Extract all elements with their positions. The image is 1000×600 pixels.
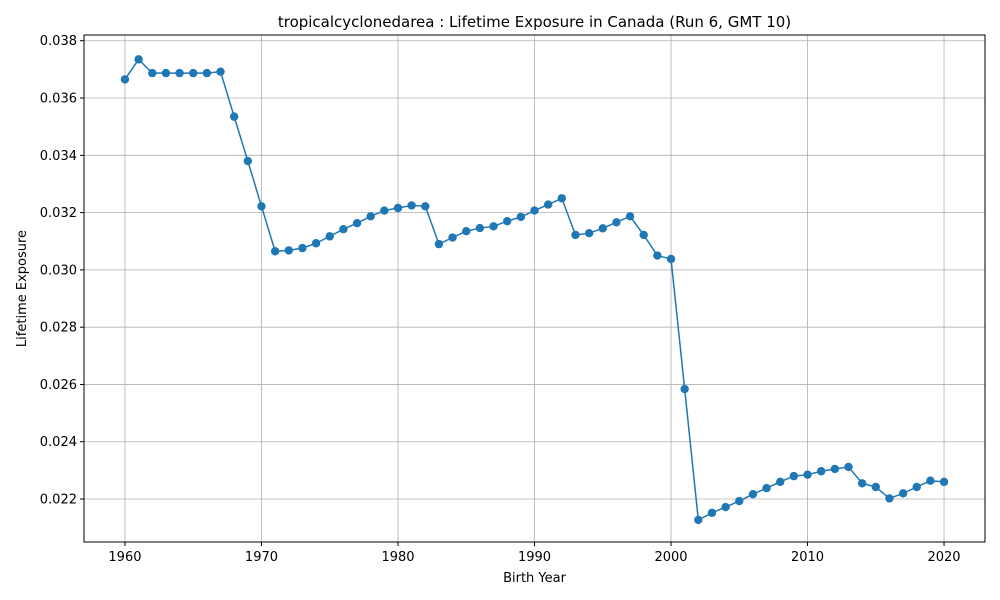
- data-point: [857, 479, 867, 488]
- data-point: [325, 232, 334, 241]
- data-point: [161, 68, 171, 78]
- data-point: [653, 251, 662, 260]
- data-point: [202, 68, 212, 78]
- grid-lines: [84, 35, 985, 542]
- x-tick-label: 1960: [108, 550, 141, 565]
- data-point: [898, 489, 908, 498]
- data-point: [680, 384, 689, 394]
- data-point: [120, 75, 130, 84]
- data-point: [448, 233, 457, 242]
- x-axis-label: Birth Year: [503, 571, 567, 586]
- x-tick-label: 2020: [927, 550, 960, 565]
- y-tick-label: 0.034: [40, 149, 77, 164]
- data-point: [257, 202, 266, 211]
- data-point: [830, 464, 840, 474]
- y-tick-label: 0.022: [40, 493, 77, 508]
- y-tick-label: 0.030: [40, 263, 77, 278]
- plot-frame: [83, 34, 986, 543]
- data-point: [762, 483, 771, 493]
- data-point: [148, 68, 157, 78]
- x-tick-label: 1970: [245, 550, 278, 565]
- y-axis-ticks: 0.022 0.024 0.026 0.028 0.030 0.032 0.034 0.036…: [40, 34, 84, 508]
- data-point: [543, 200, 553, 209]
- data-point: [352, 218, 362, 228]
- data-point: [284, 246, 293, 255]
- y-tick-label: 0.028: [40, 321, 77, 336]
- data-point: [216, 67, 225, 76]
- data-point: [939, 477, 949, 487]
- data-point: [229, 112, 239, 121]
- data-point: [789, 471, 799, 481]
- data-point: [885, 494, 894, 503]
- x-axis-ticks: 1960 1970 1980 1990 2000 2010 2020: [108, 542, 961, 565]
- chart-title: tropicalcyclonedarea : Lifetime Exposure…: [278, 13, 791, 31]
- data-point: [844, 462, 853, 472]
- data-point: [721, 502, 730, 512]
- data-point: [625, 212, 635, 221]
- data-point: [516, 212, 526, 222]
- data-point: [639, 230, 648, 240]
- data-point: [489, 222, 498, 231]
- data-point: [871, 482, 880, 492]
- data-point: [926, 476, 935, 485]
- data-point: [584, 229, 594, 238]
- data-point: [748, 489, 758, 499]
- data-point: [598, 224, 607, 233]
- data-point: [407, 201, 416, 210]
- data-point: [270, 247, 280, 256]
- data-point: [530, 206, 539, 215]
- data-point: [735, 496, 744, 506]
- x-tick-label: 1990: [518, 550, 551, 565]
- data-point: [912, 482, 921, 492]
- data-point: [339, 225, 348, 234]
- y-tick-label: 0.026: [40, 378, 77, 393]
- y-tick-label: 0.032: [40, 206, 77, 221]
- data-point: [475, 223, 485, 233]
- y-tick-label: 0.038: [40, 34, 77, 49]
- data-point: [803, 470, 812, 479]
- data-point: [707, 508, 717, 517]
- data-point: [366, 212, 375, 221]
- data-point: [776, 477, 785, 487]
- y-axis-label: Lifetime Exposure: [15, 230, 30, 347]
- data-point: [694, 515, 703, 525]
- data-point: [311, 239, 321, 248]
- data-point: [421, 202, 430, 211]
- x-tick-label: 2010: [791, 550, 824, 565]
- data-point: [612, 218, 621, 227]
- data-point: [134, 55, 143, 64]
- y-tick-label: 0.024: [40, 435, 77, 450]
- data-point: [816, 467, 826, 476]
- data-point: [175, 68, 184, 78]
- data-point: [380, 206, 389, 215]
- data-point: [434, 239, 444, 249]
- x-tick-label: 1980: [381, 550, 414, 565]
- data-point: [571, 230, 580, 240]
- y-tick-label: 0.036: [40, 92, 77, 107]
- series-exposure: [120, 55, 949, 525]
- data-point: [243, 156, 253, 166]
- x-tick-label: 2000: [654, 550, 687, 565]
- data-point: [462, 227, 471, 236]
- data-point: [393, 203, 403, 213]
- data-point: [557, 194, 567, 203]
- data-point: [189, 68, 198, 78]
- data-point: [502, 216, 512, 226]
- data-point: [666, 254, 676, 264]
- data-point: [298, 243, 307, 253]
